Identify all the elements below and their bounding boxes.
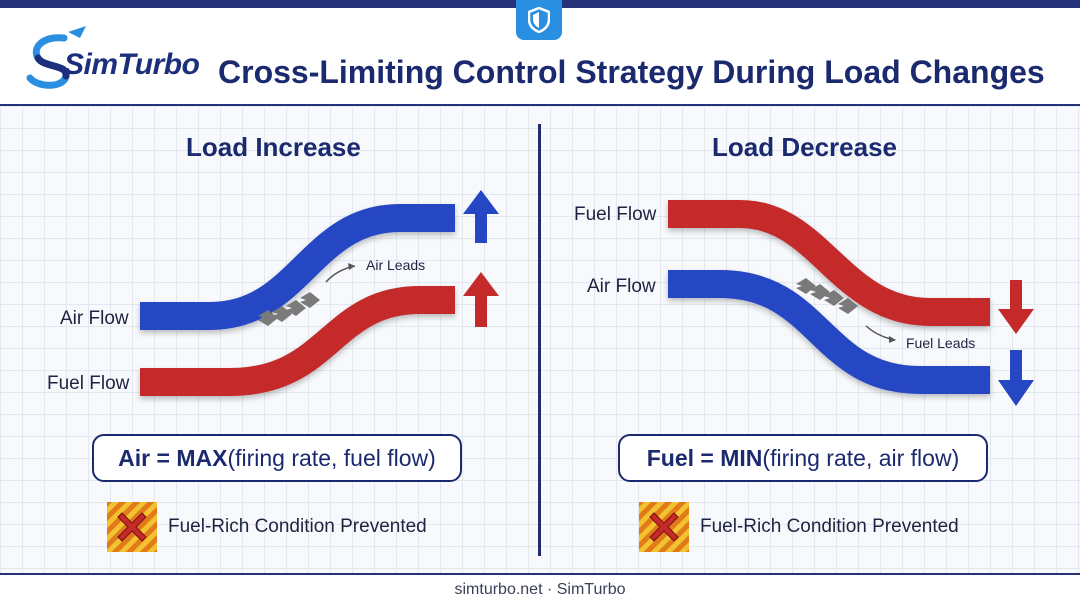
right-panel-title: Load Decrease: [712, 132, 897, 162]
right-formula-rest: (firing rate, air flow): [762, 444, 960, 471]
right-status: Fuel-Rich Condition Prevented: [638, 500, 959, 554]
page-title: Cross-Limiting Control Strategy During L…: [218, 54, 1045, 90]
shield-badge: [516, 0, 562, 40]
footer-text[interactable]: simturbo.net · SimTurbo: [454, 581, 626, 598]
footer: simturbo.net · SimTurbo: [0, 576, 1080, 603]
left-status-text: Fuel-Rich Condition Prevented: [168, 516, 427, 537]
left-fuel-label: Fuel Flow: [47, 373, 130, 394]
left-air-flow: [140, 204, 455, 330]
left-status: Fuel-Rich Condition Prevented: [106, 500, 427, 554]
warning-x-icon: [107, 502, 157, 552]
right-fuel-label: Fuel Flow: [574, 204, 657, 225]
footer-divider: [0, 573, 1080, 575]
right-lead-label: Fuel Leads: [906, 335, 976, 351]
logo-swoosh-icon: [26, 26, 86, 89]
panel-divider: [538, 124, 541, 556]
chevron-icon: [258, 292, 320, 326]
right-fuel-flow: [668, 200, 990, 326]
shield-icon: [528, 7, 550, 33]
left-panel-title: Load Increase: [186, 132, 361, 162]
logo-text: SimTurbo: [64, 48, 200, 81]
left-air-label: Air Flow: [60, 308, 129, 329]
right-formula-bold: Fuel = MIN: [646, 444, 763, 471]
left-fuel-flow: [140, 286, 455, 396]
right-air-flow: [668, 270, 990, 394]
left-formula-rest: (firing rate, fuel flow): [227, 444, 436, 471]
right-formula-box: Fuel = MIN (firing rate, air flow): [618, 434, 988, 482]
warning-x-icon: [639, 502, 689, 552]
left-formula-bold: Air = MAX: [118, 444, 228, 471]
right-status-text: Fuel-Rich Condition Prevented: [700, 516, 959, 537]
chevron-icon: [796, 278, 858, 314]
arrow-up-icon: [463, 190, 499, 327]
arrow-down-icon: [998, 280, 1034, 406]
left-lead-label: Air Leads: [366, 257, 426, 273]
header: SimTurbo Cross-Limiting Control Strategy…: [0, 8, 1080, 106]
left-formula-box: Air = MAX (firing rate, fuel flow): [92, 434, 462, 482]
right-air-label: Air Flow: [587, 276, 656, 297]
